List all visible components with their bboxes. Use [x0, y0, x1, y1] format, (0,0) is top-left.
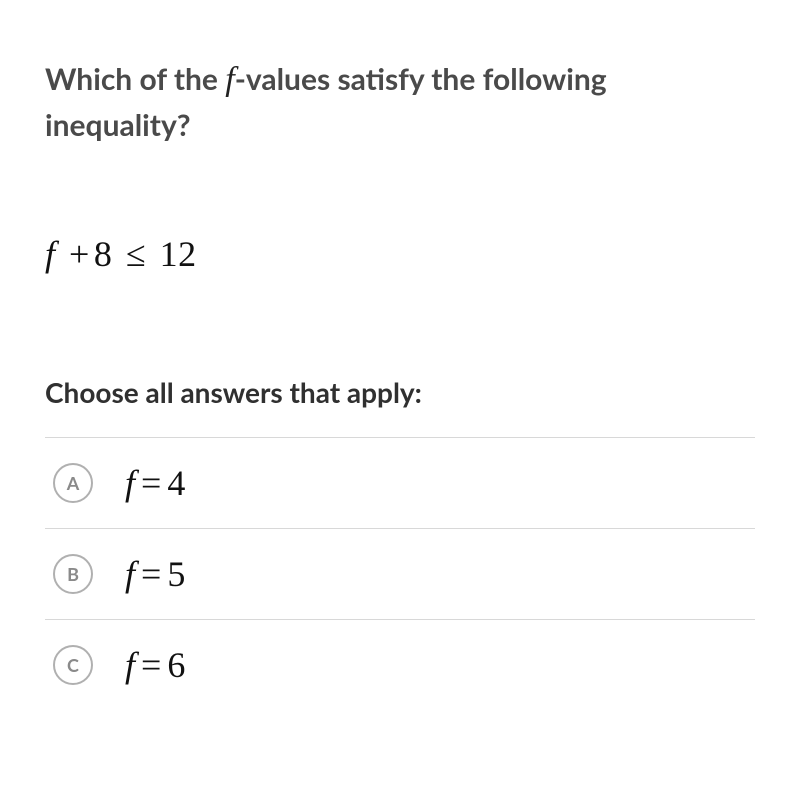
answer-option-c[interactable]: C f=6: [45, 619, 755, 710]
option-expression-a: f=4: [125, 462, 185, 504]
answer-option-a[interactable]: A f=4: [45, 437, 755, 528]
plus-operator: +: [65, 234, 94, 274]
option-badge-a: A: [53, 463, 93, 503]
option-value: 6: [167, 645, 185, 685]
inequality-expression: f +8 ≤ 12: [45, 233, 755, 275]
option-var: f: [125, 554, 135, 594]
equals-sign: =: [135, 463, 167, 503]
option-value: 4: [167, 463, 185, 503]
equals-sign: =: [135, 645, 167, 685]
inequality-lhs-const: 8: [94, 234, 113, 274]
question-prefix: Which of the: [45, 61, 225, 97]
option-expression-c: f=6: [125, 644, 185, 686]
inequality-rhs: 12: [160, 234, 197, 274]
option-badge-c: C: [53, 645, 93, 685]
equals-sign: =: [135, 554, 167, 594]
option-var: f: [125, 645, 135, 685]
instruction-text: Choose all answers that apply:: [45, 375, 755, 409]
option-value: 5: [167, 554, 185, 594]
question-variable: f: [225, 61, 234, 98]
leq-operator: ≤: [122, 233, 150, 275]
inequality-var: f: [45, 234, 56, 274]
answer-options-list: A f=4 B f=5 C f=6: [45, 437, 755, 710]
option-badge-b: B: [53, 554, 93, 594]
option-expression-b: f=5: [125, 553, 185, 595]
answer-option-b[interactable]: B f=5: [45, 528, 755, 619]
option-var: f: [125, 463, 135, 503]
question-text: Which of the f-values satisfy the follow…: [45, 55, 755, 148]
